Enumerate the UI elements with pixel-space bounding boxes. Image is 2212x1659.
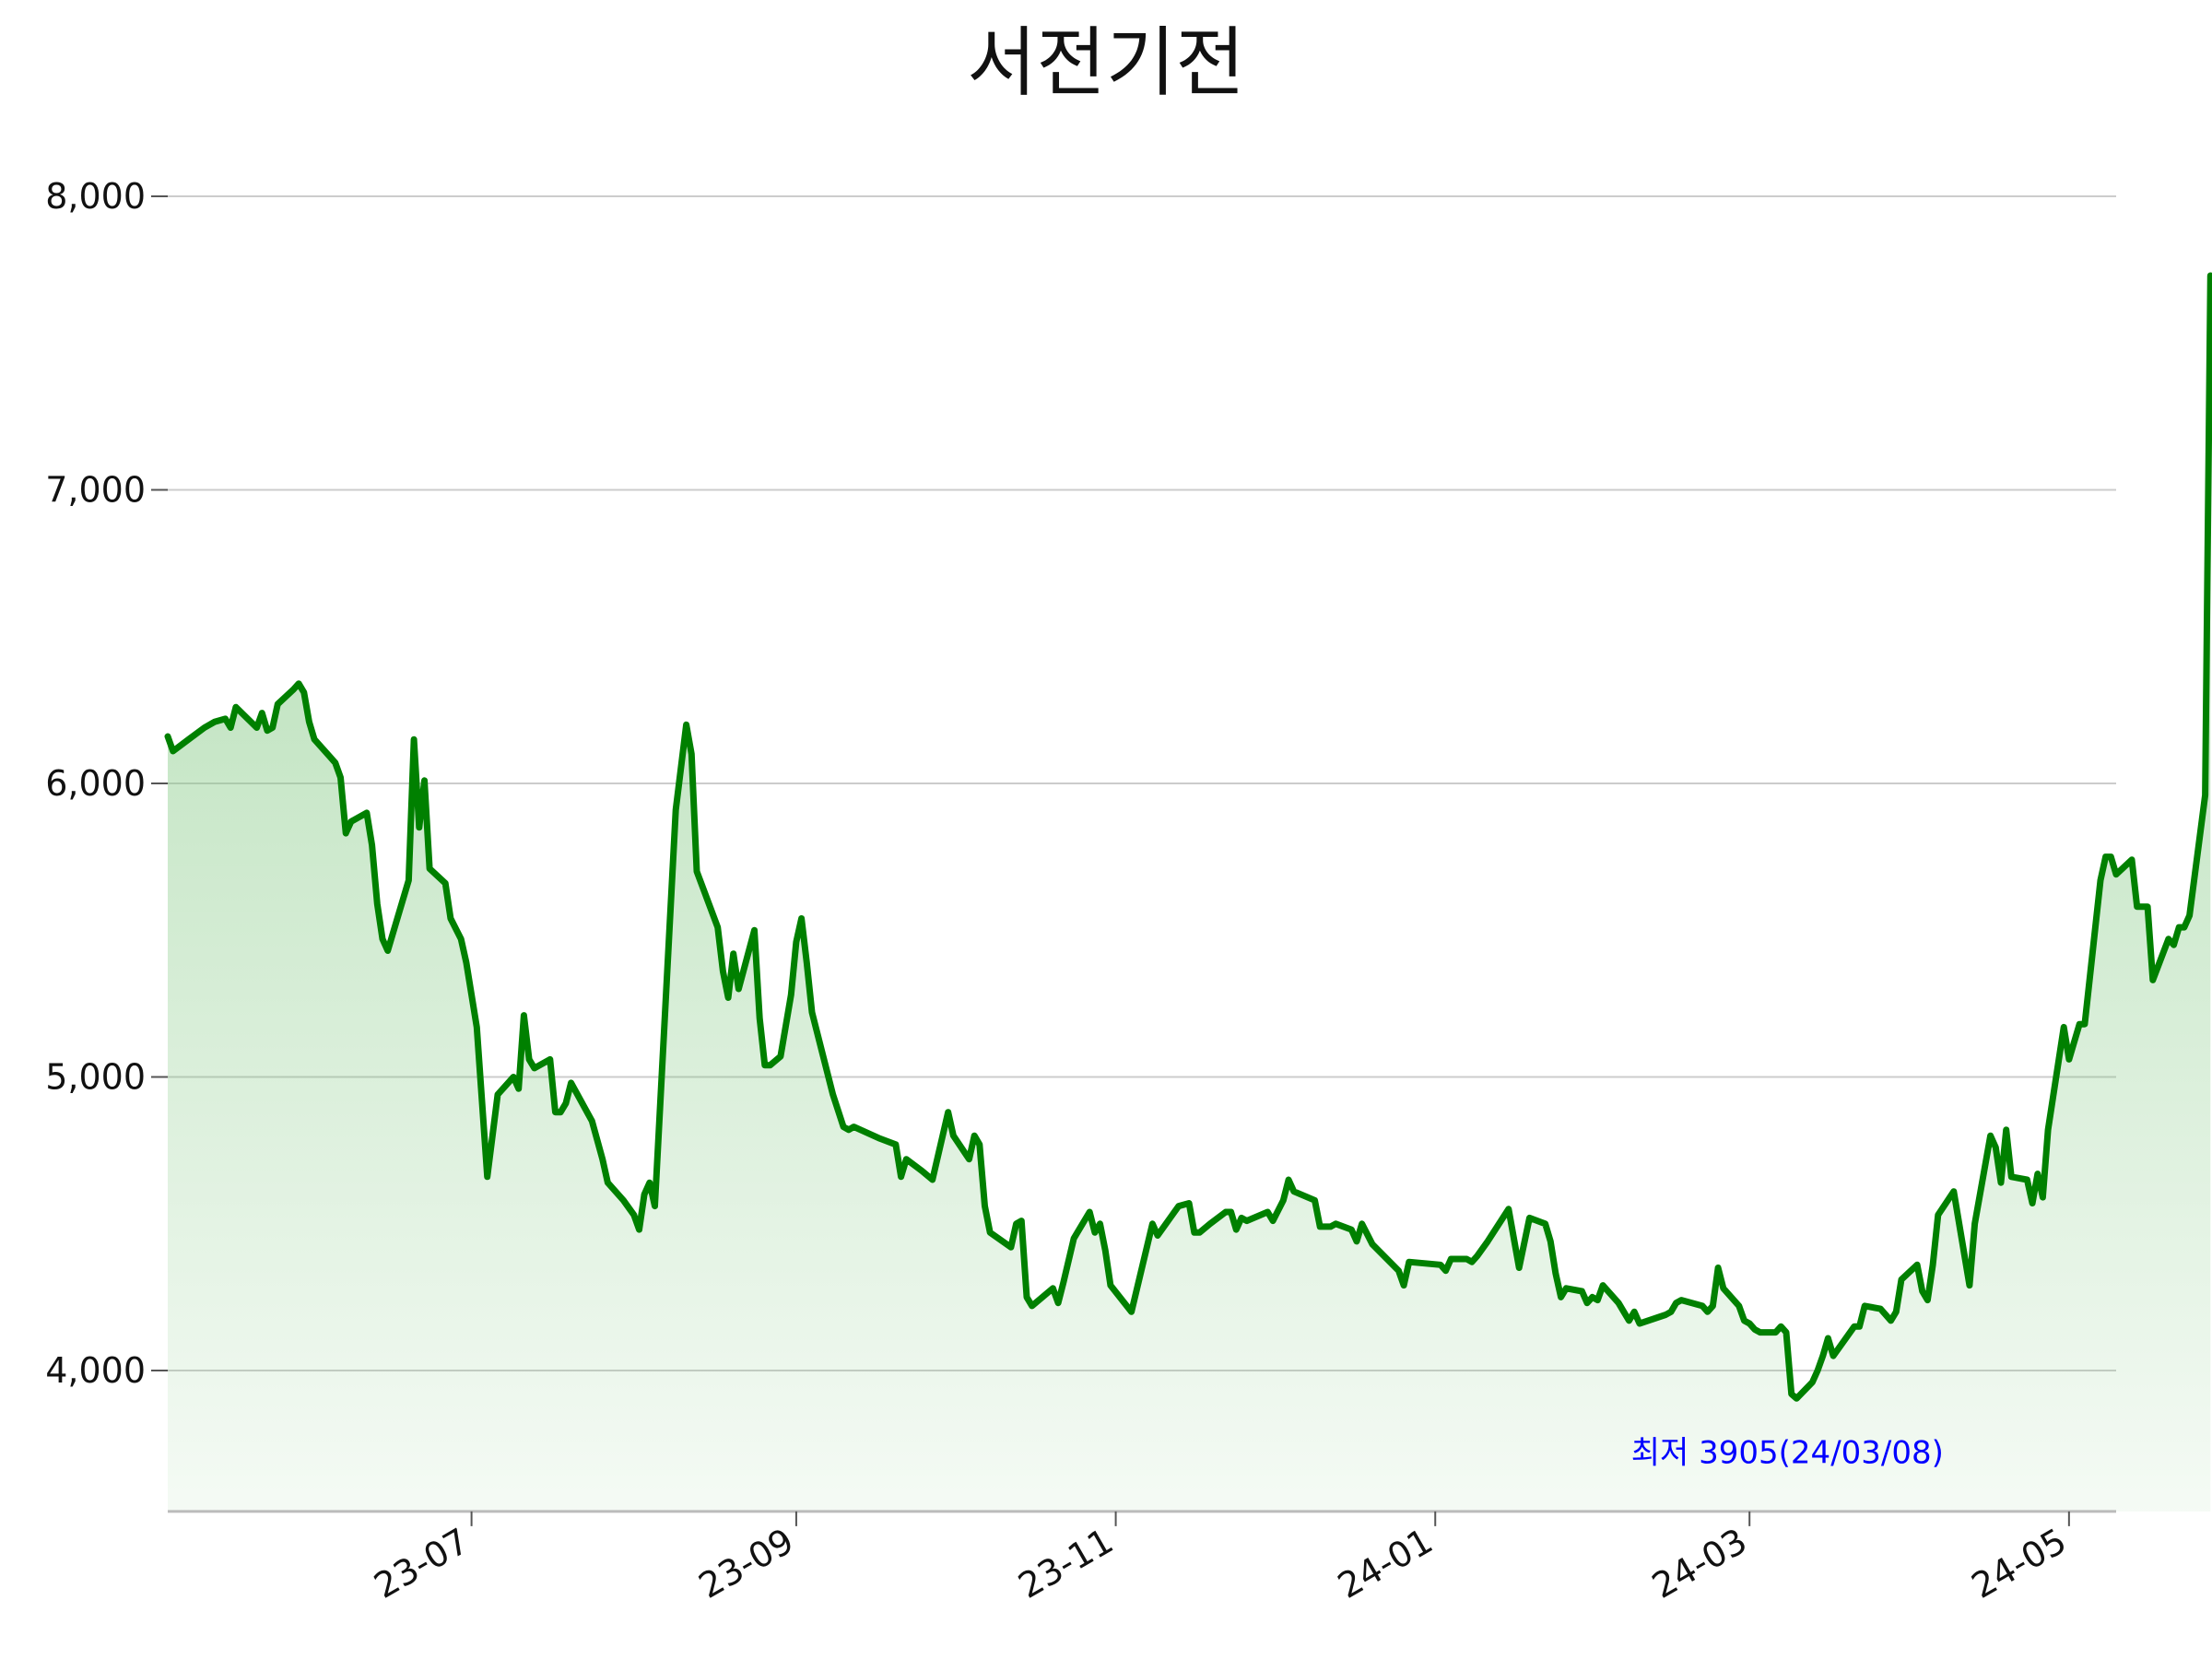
y-tick-label: 7,000: [45, 470, 146, 511]
x-tick-label: 24-03: [1645, 1521, 1754, 1606]
x-tick-label: 23-07: [367, 1521, 476, 1606]
y-tick-label: 6,000: [45, 763, 146, 804]
price-line-group: [164, 272, 2212, 1402]
x-tick-label: 23-09: [692, 1521, 801, 1606]
chart-title: 서전기전: [967, 19, 1245, 107]
area-fill: [168, 276, 2211, 1512]
area-fill-group: [168, 276, 2211, 1512]
y-tick-label: 5,000: [45, 1057, 146, 1098]
x-tick-label: 24-01: [1331, 1521, 1440, 1606]
x-tick-label: 23-11: [1011, 1521, 1120, 1606]
min-value-label: 최저 3905(24/03/08): [1631, 1434, 1944, 1471]
y-tick-label: 4,000: [45, 1350, 146, 1391]
y-tick-label: 8,000: [45, 176, 146, 217]
annotations: 7730최저 3905(24/03/08): [1631, 1434, 1944, 1471]
x-tick-label: 24-05: [1965, 1521, 2074, 1606]
